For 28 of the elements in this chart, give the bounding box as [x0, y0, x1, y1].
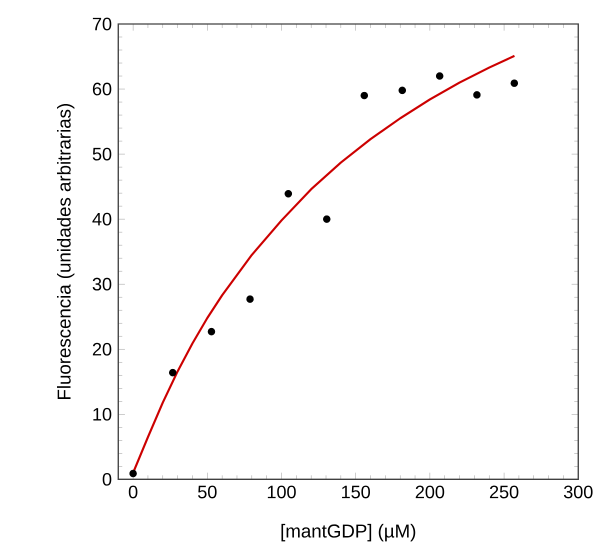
y-tick-label: 0: [102, 472, 112, 486]
point: [323, 215, 330, 223]
y-tick-label: 50: [92, 148, 112, 160]
point: [398, 86, 406, 94]
point: [246, 295, 254, 303]
x-tick-label: 100: [268, 486, 296, 498]
point: [360, 92, 368, 100]
x-tick-label: 250: [490, 486, 518, 498]
y-tick-label: 60: [92, 82, 112, 96]
y-tick-label: 20: [92, 342, 112, 356]
y-tick-label: 10: [93, 408, 112, 421]
x-tick-label: 0: [128, 486, 138, 498]
point: [208, 328, 216, 336]
x-tick-label: 200: [416, 486, 444, 498]
point: [168, 368, 176, 376]
y-tick-label: 40: [92, 212, 112, 226]
x-tick-label: 50: [198, 486, 217, 498]
x-tick-label: 150: [342, 486, 370, 498]
point: [510, 79, 518, 87]
point: [284, 190, 292, 198]
y-tick-label: 30: [92, 278, 112, 291]
x-axis-title: [mantGDP] (µM): [281, 524, 416, 542]
point: [436, 72, 444, 80]
point: [473, 91, 481, 99]
x-tick-label: 300: [564, 486, 593, 498]
point: [129, 470, 137, 478]
y-axis-title: Fluorescencia (unidades arbitrarias): [56, 104, 74, 400]
y-tick-label: 70: [92, 18, 112, 30]
